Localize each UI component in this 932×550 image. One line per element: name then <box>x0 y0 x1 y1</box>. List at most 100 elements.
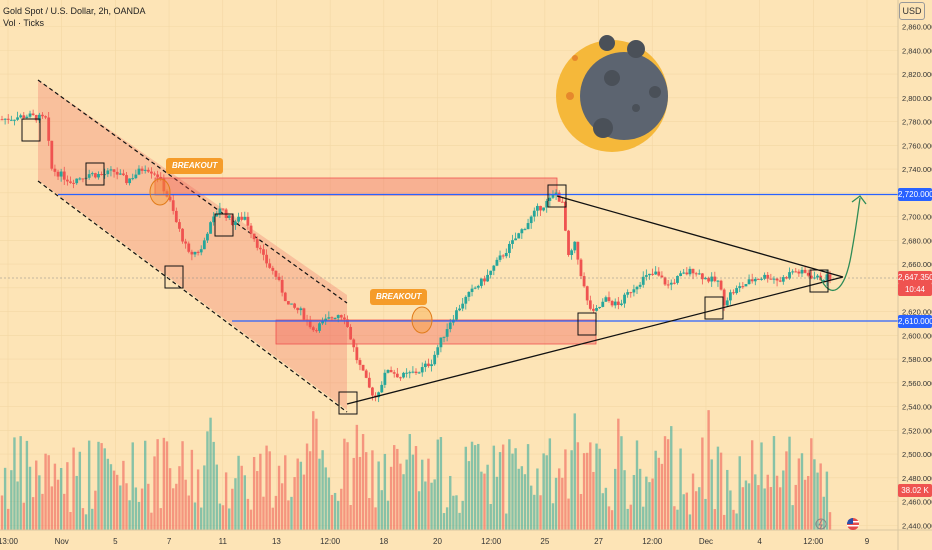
volume-bar <box>517 468 520 530</box>
volume-bar <box>529 485 533 530</box>
candle-body <box>806 272 810 276</box>
candle-body <box>610 300 614 306</box>
candle-body <box>283 292 287 302</box>
volume-bar <box>396 448 399 530</box>
candle-body <box>87 174 91 178</box>
volume-bar <box>100 443 103 530</box>
candle-body <box>9 119 13 121</box>
candle-body <box>467 291 471 297</box>
x-tick-label: 7 <box>167 537 172 546</box>
candle-body <box>539 205 542 211</box>
candle-body <box>461 303 465 309</box>
volume-bar <box>635 440 639 530</box>
volume-bar <box>280 483 284 530</box>
volume-bar <box>38 475 41 530</box>
volume-bar <box>536 468 539 530</box>
candle-body <box>728 292 732 301</box>
volume-bar <box>601 493 604 530</box>
volume-bar <box>0 495 4 530</box>
pivot-box <box>338 391 358 415</box>
volume-bar <box>557 468 561 530</box>
volume-bar <box>224 472 228 530</box>
volume-bar <box>797 458 801 530</box>
breakout-zone-upper <box>154 177 558 196</box>
volume-bar <box>193 502 197 530</box>
candle-body <box>433 354 437 365</box>
candle-body <box>545 200 549 208</box>
volume-bar <box>803 479 807 530</box>
candle-body <box>744 284 748 287</box>
candle-body <box>268 263 272 268</box>
candle-body <box>573 241 577 251</box>
candle-body <box>44 116 47 118</box>
volume-bar <box>449 475 452 530</box>
y-tick-label: 2,700.000 <box>902 213 932 222</box>
candle-body <box>274 270 278 277</box>
volume-bar <box>657 457 660 530</box>
candle-body <box>16 117 19 120</box>
candle-body <box>669 282 673 285</box>
volume-bar <box>533 494 536 530</box>
candle-body <box>803 269 807 273</box>
volume-bar <box>464 446 468 530</box>
volume-bar <box>747 483 751 530</box>
candle-body <box>221 208 225 210</box>
candle-body <box>131 178 135 180</box>
volume-bar <box>477 443 480 530</box>
candle-body <box>507 243 511 253</box>
volume-bar <box>315 418 318 530</box>
candle-body <box>202 240 206 250</box>
volume-bar <box>579 493 583 530</box>
candle-body <box>37 114 41 121</box>
y-tick-label: 2,620.000 <box>902 308 932 317</box>
volume-bar <box>551 503 555 530</box>
candle-body <box>620 303 623 305</box>
y-tick-label: 2,660.000 <box>902 260 932 269</box>
volume-bar <box>704 498 707 530</box>
volume-bar <box>726 469 729 530</box>
candle-body <box>318 323 321 331</box>
candle-body <box>632 289 636 293</box>
candle-body <box>535 205 539 211</box>
candle-body <box>395 373 399 378</box>
volume-bar <box>455 495 458 530</box>
volume-bar <box>651 478 654 530</box>
volume-bar <box>324 467 327 530</box>
volume-bar <box>156 439 159 530</box>
candle-body <box>704 277 707 280</box>
candle-body <box>168 196 172 201</box>
volume-bar <box>336 500 340 530</box>
volume-bar <box>430 482 433 530</box>
volume-bar <box>760 442 763 530</box>
volume-bar <box>629 504 632 530</box>
volume-bar <box>626 508 629 530</box>
volume-bar <box>28 466 32 530</box>
candle-body <box>361 364 365 371</box>
candle-body <box>75 178 79 184</box>
volume-bar <box>461 500 464 530</box>
candle-body <box>644 275 648 277</box>
candle-body <box>800 269 804 274</box>
volume-bar <box>383 453 387 530</box>
candle-body <box>128 178 132 184</box>
volume-bar <box>495 476 499 530</box>
volume-bar <box>181 441 184 530</box>
volume-bar <box>175 483 178 530</box>
candle-body <box>511 240 514 244</box>
volume-bar <box>386 500 390 530</box>
candle-body <box>59 171 63 177</box>
volume-bar <box>670 426 673 530</box>
channel-lower-line <box>37 180 348 413</box>
volume-bar <box>53 463 57 530</box>
candle-body <box>532 210 536 217</box>
y-tick-label: 2,740.000 <box>902 165 932 174</box>
x-tick-label: 12:00 <box>642 537 663 546</box>
candle-body <box>330 317 334 319</box>
candle-body <box>700 273 704 280</box>
volume-bar <box>209 417 212 530</box>
triangle-upper-line <box>556 195 844 278</box>
volume-bar <box>150 512 153 530</box>
currency-button[interactable]: USD <box>899 2 925 20</box>
candle-body <box>757 278 760 280</box>
